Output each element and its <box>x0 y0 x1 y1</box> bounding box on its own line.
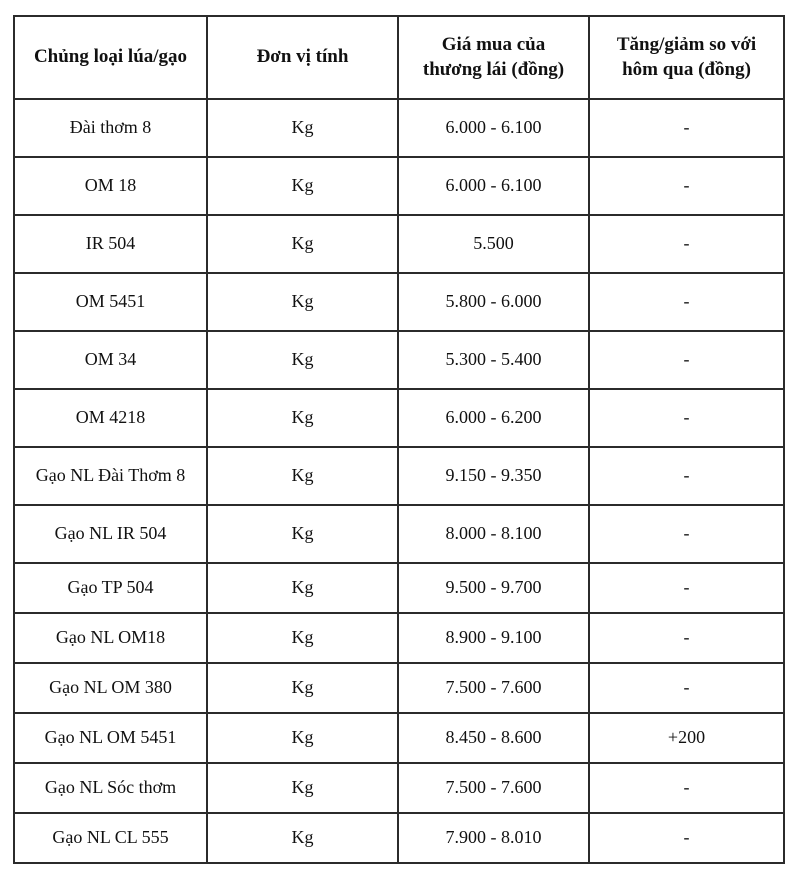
cell-price: 6.000 - 6.100 <box>397 98 590 158</box>
cell-unit: Kg <box>206 562 399 614</box>
cell-rice-type: Gạo NL IR 504 <box>13 504 208 564</box>
cell-unit: Kg <box>206 504 399 564</box>
table-row: Gạo NL Đài Thơm 8 Kg 9.150 - 9.350 - <box>13 446 785 506</box>
cell-price: 7.500 - 7.600 <box>397 762 590 814</box>
cell-change: - <box>588 762 785 814</box>
cell-change: - <box>588 504 785 564</box>
cell-unit: Kg <box>206 612 399 664</box>
table-row: OM 4218 Kg 6.000 - 6.200 - <box>13 388 785 448</box>
cell-price: 5.300 - 5.400 <box>397 330 590 390</box>
table-row: IR 504 Kg 5.500 - <box>13 214 785 274</box>
cell-unit: Kg <box>206 330 399 390</box>
cell-price: 7.500 - 7.600 <box>397 662 590 714</box>
cell-unit: Kg <box>206 446 399 506</box>
table-row: Gạo NL OM 5451 Kg 8.450 - 8.600 +200 <box>13 712 785 764</box>
table-row: OM 34 Kg 5.300 - 5.400 - <box>13 330 785 390</box>
cell-price: 6.000 - 6.200 <box>397 388 590 448</box>
cell-rice-type: Gạo NL Đài Thơm 8 <box>13 446 208 506</box>
header-trader-price: Giá mua của thương lái (đồng) <box>397 15 590 100</box>
cell-price: 6.000 - 6.100 <box>397 156 590 216</box>
cell-change: - <box>588 272 785 332</box>
table-header-row: Chủng loại lúa/gạo Đơn vị tính Giá mua c… <box>13 15 785 100</box>
table-row: Gạo NL Sóc thơm Kg 7.500 - 7.600 - <box>13 762 785 814</box>
cell-unit: Kg <box>206 272 399 332</box>
cell-rice-type: OM 34 <box>13 330 208 390</box>
cell-rice-type: Gạo NL OM18 <box>13 612 208 664</box>
cell-price: 7.900 - 8.010 <box>397 812 590 864</box>
table-row: Gạo NL OM18 Kg 8.900 - 9.100 - <box>13 612 785 664</box>
cell-change: - <box>588 330 785 390</box>
cell-rice-type: OM 5451 <box>13 272 208 332</box>
cell-unit: Kg <box>206 98 399 158</box>
cell-change: - <box>588 214 785 274</box>
cell-unit: Kg <box>206 156 399 216</box>
cell-rice-type: OM 18 <box>13 156 208 216</box>
cell-unit: Kg <box>206 214 399 274</box>
header-unit: Đơn vị tính <box>206 15 399 100</box>
cell-unit: Kg <box>206 712 399 764</box>
cell-change: - <box>588 388 785 448</box>
cell-change: - <box>588 812 785 864</box>
cell-rice-type: IR 504 <box>13 214 208 274</box>
table-row: Gạo NL IR 504 Kg 8.000 - 8.100 - <box>13 504 785 564</box>
cell-unit: Kg <box>206 812 399 864</box>
table-row: OM 5451 Kg 5.800 - 6.000 - <box>13 272 785 332</box>
header-change-vs-yesterday: Tăng/giảm so với hôm qua (đồng) <box>588 15 785 100</box>
cell-rice-type: Đài thơm 8 <box>13 98 208 158</box>
cell-change: - <box>588 612 785 664</box>
table-row: OM 18 Kg 6.000 - 6.100 - <box>13 156 785 216</box>
table-row: Gạo NL CL 555 Kg 7.900 - 8.010 - <box>13 812 785 864</box>
header-rice-type: Chủng loại lúa/gạo <box>13 15 208 100</box>
cell-price: 9.500 - 9.700 <box>397 562 590 614</box>
table-row: Gạo NL OM 380 Kg 7.500 - 7.600 - <box>13 662 785 714</box>
cell-change: +200 <box>588 712 785 764</box>
cell-price: 5.800 - 6.000 <box>397 272 590 332</box>
cell-price: 8.450 - 8.600 <box>397 712 590 764</box>
cell-rice-type: Gạo NL CL 555 <box>13 812 208 864</box>
cell-rice-type: Gạo TP 504 <box>13 562 208 614</box>
cell-unit: Kg <box>206 662 399 714</box>
cell-unit: Kg <box>206 388 399 448</box>
cell-unit: Kg <box>206 762 399 814</box>
cell-rice-type: Gạo NL OM 5451 <box>13 712 208 764</box>
cell-price: 5.500 <box>397 214 590 274</box>
cell-rice-type: Gạo NL Sóc thơm <box>13 762 208 814</box>
cell-change: - <box>588 98 785 158</box>
table-row: Đài thơm 8 Kg 6.000 - 6.100 - <box>13 98 785 158</box>
rice-price-table: Chủng loại lúa/gạo Đơn vị tính Giá mua c… <box>13 15 785 864</box>
cell-change: - <box>588 156 785 216</box>
cell-price: 8.900 - 9.100 <box>397 612 590 664</box>
cell-change: - <box>588 662 785 714</box>
cell-price: 8.000 - 8.100 <box>397 504 590 564</box>
cell-price: 9.150 - 9.350 <box>397 446 590 506</box>
cell-rice-type: OM 4218 <box>13 388 208 448</box>
cell-rice-type: Gạo NL OM 380 <box>13 662 208 714</box>
table-row: Gạo TP 504 Kg 9.500 - 9.700 - <box>13 562 785 614</box>
cell-change: - <box>588 446 785 506</box>
cell-change: - <box>588 562 785 614</box>
